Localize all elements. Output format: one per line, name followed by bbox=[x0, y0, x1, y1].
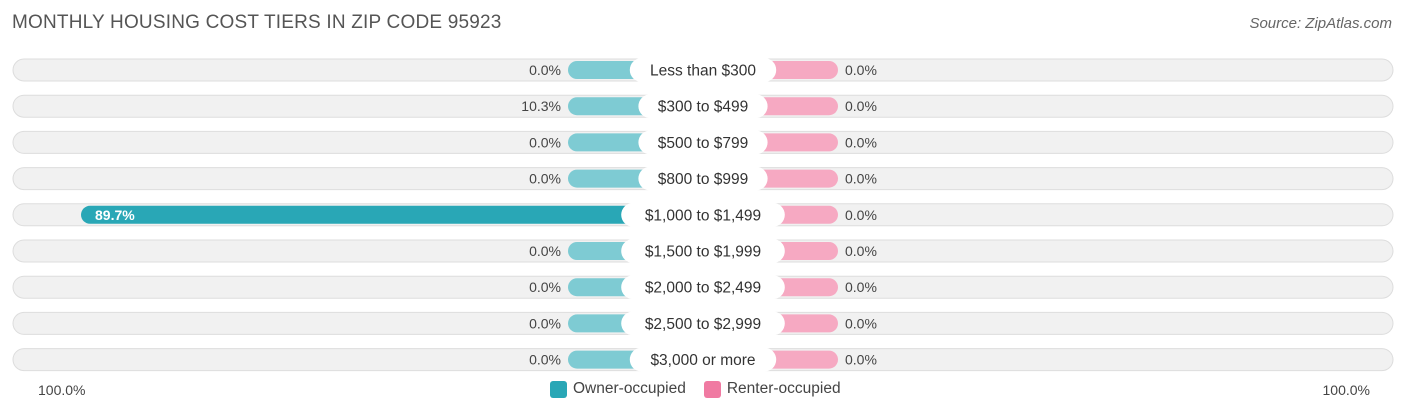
category-label: $300 to $499 bbox=[658, 99, 749, 116]
category-label: $2,500 to $2,999 bbox=[645, 316, 761, 333]
category-label: $1,000 to $1,499 bbox=[645, 207, 761, 224]
renter-value-label: 0.0% bbox=[845, 352, 877, 368]
owner-value-label: 10.3% bbox=[521, 98, 561, 114]
category-pill bbox=[621, 239, 785, 263]
category-pill bbox=[638, 166, 768, 191]
legend-renter-label: Renter-occupied bbox=[726, 380, 841, 397]
category-pill bbox=[621, 202, 785, 227]
axis-left-label: 100.0% bbox=[38, 382, 86, 398]
owner-swatch-icon bbox=[550, 380, 567, 398]
legend: Owner-occupied Renter-occupied bbox=[550, 380, 841, 398]
category-label: $2,000 to $2,499 bbox=[645, 280, 761, 297]
axis-right-label: 100.0% bbox=[1322, 382, 1370, 398]
source-label: Source: ZipAtlas.com bbox=[1249, 15, 1392, 32]
owner-value-label: 0.0% bbox=[529, 62, 561, 78]
category-pill bbox=[638, 130, 768, 155]
owner-value-label: 0.0% bbox=[529, 279, 561, 295]
category-label: $3,000 or more bbox=[650, 352, 755, 369]
category-label: $500 to $799 bbox=[658, 135, 749, 152]
renter-value-label: 0.0% bbox=[845, 315, 877, 331]
renter-value-label: 0.0% bbox=[845, 98, 877, 114]
category-label: $1,500 to $1,999 bbox=[645, 244, 761, 261]
owner-bar bbox=[81, 205, 703, 224]
category-label: Less than $300 bbox=[650, 63, 756, 80]
owner-value-label: 0.0% bbox=[529, 171, 561, 187]
legend-owner-label: Owner-occupied bbox=[573, 380, 686, 397]
renter-value-label: 0.0% bbox=[845, 62, 877, 78]
renter-value-label: 0.0% bbox=[845, 134, 877, 150]
category-pill bbox=[638, 94, 768, 119]
renter-value-label: 0.0% bbox=[845, 243, 877, 259]
renter-value-label: 0.0% bbox=[845, 207, 877, 223]
owner-value-label: 0.0% bbox=[529, 134, 561, 150]
category-pill bbox=[621, 275, 785, 300]
owner-value-label: 89.7% bbox=[95, 207, 135, 223]
category-pill bbox=[621, 311, 785, 336]
owner-value-label: 0.0% bbox=[529, 352, 561, 368]
legend-item-owner[interactable]: Owner-occupied bbox=[550, 380, 686, 398]
renter-swatch-icon bbox=[703, 380, 721, 398]
legend-item-renter[interactable]: Renter-occupied bbox=[703, 380, 841, 398]
owner-value-label: 0.0% bbox=[529, 315, 561, 331]
category-pill bbox=[629, 347, 777, 372]
renter-value-label: 0.0% bbox=[845, 171, 877, 187]
renter-value-label: 0.0% bbox=[845, 279, 877, 295]
owner-value-label: 0.0% bbox=[529, 243, 561, 259]
chart-title: MONTHLY HOUSING COST TIERS IN ZIP CODE 9… bbox=[12, 12, 502, 33]
category-pill bbox=[629, 58, 777, 82]
category-label: $800 to $999 bbox=[658, 171, 749, 188]
